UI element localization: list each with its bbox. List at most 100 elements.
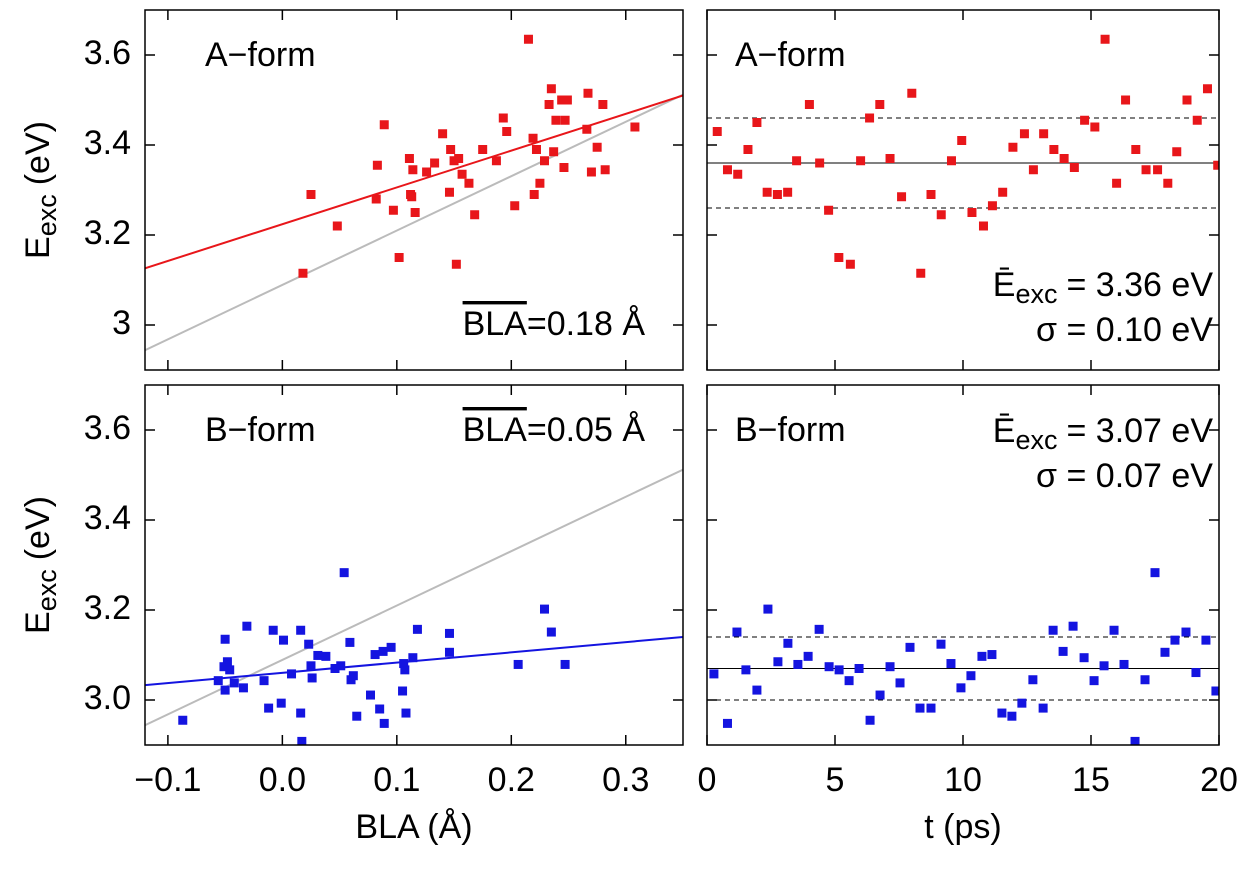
point (1112, 178, 1122, 188)
point (1109, 625, 1119, 635)
stat-label: Ēexc = 3.36 eV (993, 266, 1214, 309)
point (371, 194, 381, 204)
point (1213, 160, 1219, 170)
point (916, 268, 926, 278)
stat-symbol: Ē (993, 412, 1016, 450)
point (422, 167, 432, 177)
plot-area (145, 468, 683, 745)
point (1039, 129, 1049, 139)
point (865, 113, 875, 123)
point (1160, 647, 1170, 657)
point (1069, 163, 1079, 172)
point (1019, 129, 1029, 139)
point (444, 187, 454, 197)
sigma-label: σ = 0.07 eV (1036, 457, 1213, 495)
point (307, 673, 317, 683)
point (978, 221, 988, 231)
point (752, 118, 762, 127)
y-tick-label: 3.6 (84, 409, 131, 447)
point (379, 718, 389, 728)
frame (144, 9, 684, 371)
point (895, 678, 905, 688)
point (220, 634, 230, 644)
point (875, 100, 885, 109)
point (1121, 95, 1131, 105)
point (1099, 661, 1109, 671)
point (330, 664, 340, 673)
point (535, 178, 545, 188)
point (844, 676, 854, 686)
panel: 3 3.2 3.4 3.6 A−form BLA=0.18 Å Eexc (eV) (19, 9, 684, 371)
point (722, 718, 732, 728)
point (219, 662, 229, 672)
stat-value: =0.18 Å (527, 305, 645, 343)
point (531, 145, 541, 154)
point (905, 642, 915, 652)
panel-label: B−form (205, 411, 316, 449)
stat-value: =0.05 Å (527, 411, 645, 449)
overline-symbol: BLA (463, 305, 528, 343)
panel-label: B−form (735, 411, 846, 449)
point (722, 165, 732, 175)
point (539, 156, 549, 166)
point (854, 664, 864, 673)
point (366, 690, 376, 700)
point (560, 659, 570, 669)
x-tick-label: 10 (944, 761, 982, 799)
point (762, 187, 772, 197)
point (814, 624, 824, 634)
x-tick-label: 0.0 (259, 761, 306, 799)
point (1028, 675, 1038, 685)
point (733, 169, 743, 179)
point (1131, 145, 1141, 154)
point (1038, 703, 1048, 713)
stat-value: = 3.36 eV (1066, 266, 1213, 304)
stat-label: BLA=0.18 Å (463, 305, 646, 343)
point (546, 627, 556, 637)
point (513, 659, 523, 669)
y-tick-label: 3 (112, 304, 131, 342)
point (348, 671, 358, 681)
point (772, 190, 782, 199)
point (454, 154, 464, 163)
point (345, 637, 355, 647)
point (741, 665, 751, 675)
point (306, 661, 316, 671)
point (1182, 95, 1192, 105)
point (987, 201, 997, 211)
y-label-symbol: E (19, 236, 57, 259)
point (752, 685, 762, 695)
point (464, 178, 474, 188)
point (583, 88, 593, 98)
point (370, 650, 380, 660)
x-tick-label: 20 (1200, 761, 1238, 799)
point (1130, 736, 1140, 745)
point (1163, 178, 1173, 188)
point (296, 708, 306, 718)
y-label-symbol: E (19, 611, 57, 634)
point (491, 156, 501, 166)
point (562, 95, 572, 105)
stat-value: = 3.07 eV (1066, 412, 1213, 450)
plot-area (707, 568, 1219, 745)
point (1059, 154, 1069, 163)
point (321, 651, 331, 661)
point (1119, 659, 1129, 669)
point (804, 100, 814, 109)
point (430, 158, 440, 168)
stat-subscript: exc (1015, 279, 1057, 309)
y-tick-label: 3.0 (84, 679, 131, 717)
point (523, 34, 533, 44)
y-label-unit: (eV) (19, 496, 57, 560)
point (763, 604, 773, 614)
fit-line (145, 93, 683, 352)
point (783, 187, 793, 197)
point (773, 657, 783, 667)
point (803, 651, 813, 661)
point (388, 205, 398, 215)
point (1068, 621, 1078, 631)
point (213, 676, 223, 686)
point (834, 665, 844, 675)
point (451, 259, 461, 269)
